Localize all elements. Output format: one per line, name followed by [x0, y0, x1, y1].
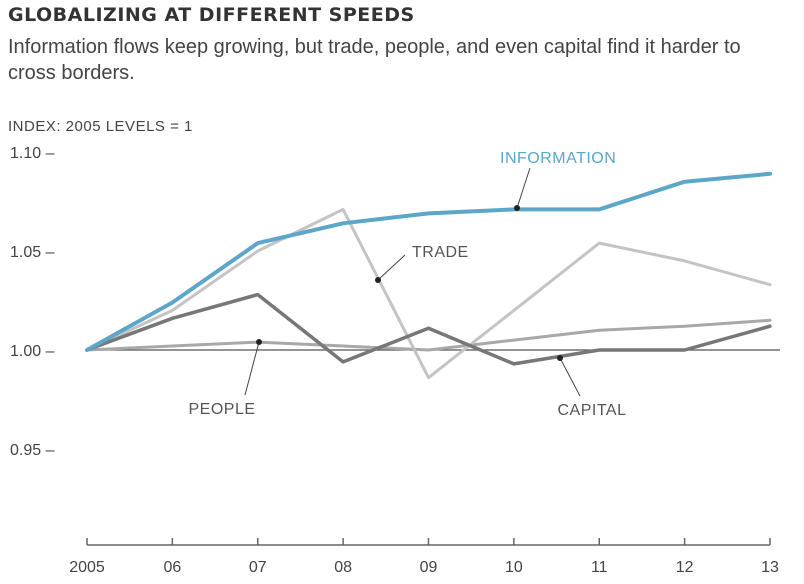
x-tick-label: 06 — [163, 559, 181, 576]
series-lines — [85, 171, 772, 380]
leader-dot-information — [514, 205, 520, 211]
chart-title: GLOBALIZING AT DIFFERENT SPEEDS — [8, 4, 415, 26]
x-tick-label: 13 — [761, 559, 779, 576]
y-tick-label: 0.95 – — [10, 442, 55, 459]
x-tick-label: 09 — [420, 559, 438, 576]
leader-line-people — [244, 341, 260, 396]
x-tick-label: 08 — [334, 559, 352, 576]
y-tick-label: 1.05 – — [10, 244, 55, 261]
leader-dot-capital — [557, 355, 563, 361]
y-axis-label: INDEX: 2005 LEVELS = 1 — [8, 118, 193, 135]
series-labels: INFORMATION TRADE PEOPLE CAPITAL — [188, 150, 626, 419]
y-tick-label: 1.10 – — [10, 145, 55, 162]
x-tick-label: 2005 — [69, 559, 105, 576]
leader-line-information — [516, 167, 531, 209]
leader-dot-trade — [375, 277, 381, 283]
y-tick-label: 1.00 – — [10, 343, 55, 360]
x-tick-label: 11 — [591, 559, 608, 576]
series-line-trade — [85, 207, 772, 380]
series-line-information — [85, 171, 772, 352]
series-label-capital: CAPITAL — [558, 402, 627, 419]
leader-line-trade — [377, 254, 406, 281]
series-line-capital — [85, 292, 772, 366]
x-tick-label: 07 — [249, 559, 267, 576]
chart-subtitle: Information flows keep growing, but trad… — [8, 36, 741, 84]
x-tick-label: 10 — [505, 559, 523, 576]
series-label-information: INFORMATION — [500, 150, 616, 167]
axes: 1.10 – 1.05 – 1.00 – 0.95 – 2005 06 07 08 09 10 11… — [10, 145, 780, 576]
series-label-people: PEOPLE — [188, 401, 255, 418]
leader-line-capital — [559, 357, 581, 397]
series-line-people — [85, 318, 772, 352]
leader-dot-people — [256, 339, 262, 345]
x-tick-label: 12 — [676, 559, 694, 576]
series-label-trade: TRADE — [412, 244, 469, 261]
